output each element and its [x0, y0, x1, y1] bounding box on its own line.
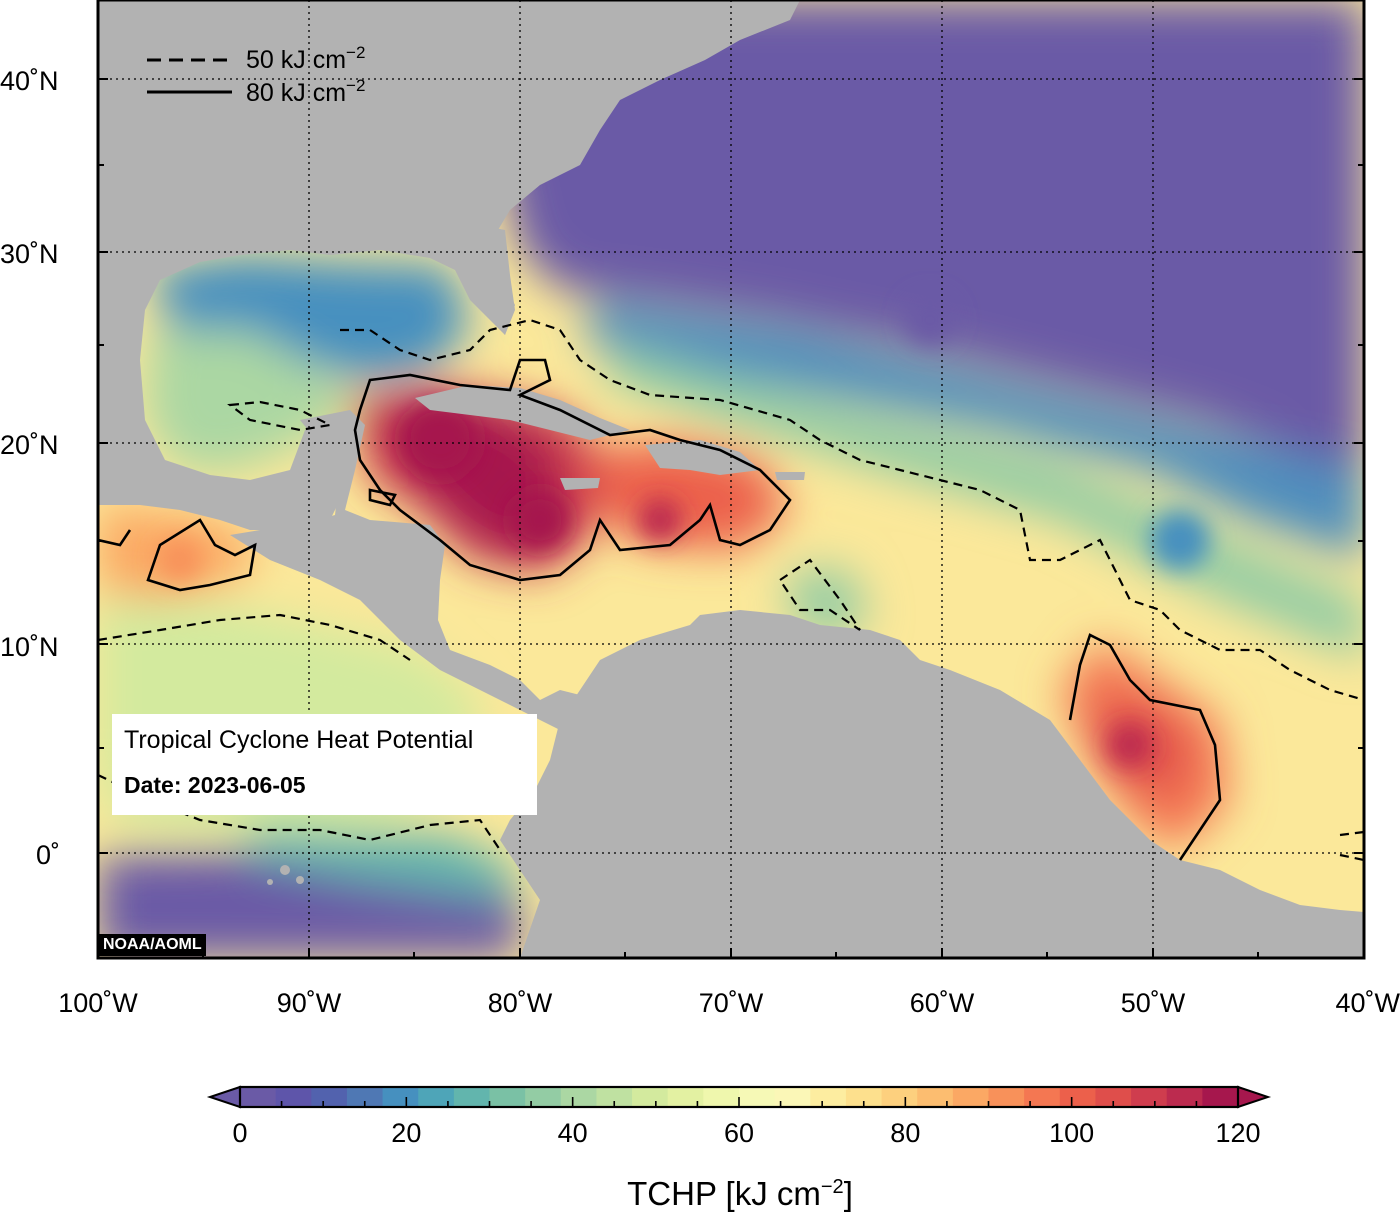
colorbar-cell — [881, 1087, 918, 1107]
lon-label-40w: 40˚W — [1335, 988, 1400, 1018]
colorbar-ticks: 0 20 40 60 80 100 120 — [232, 1097, 1261, 1148]
land — [98, 0, 1364, 958]
colorbar-cell — [240, 1087, 277, 1107]
date-value: 2023-06-05 — [187, 772, 306, 798]
colorbar-title: TCHP [kJ cm−2] — [0, 1175, 1400, 1213]
lon-label-60w: 60˚W — [910, 988, 975, 1018]
colorbar-tick-label: 100 — [1049, 1118, 1094, 1148]
lat-labels: 40˚N 30˚N 20˚N 10˚N 0˚ — [0, 66, 60, 870]
map-title: Tropical Cyclone Heat Potential — [124, 726, 474, 754]
colorbar-cell — [810, 1087, 847, 1107]
colorbar-cell — [1095, 1087, 1132, 1107]
colorbar-cell — [988, 1087, 1025, 1107]
colorbar-cell — [1166, 1087, 1203, 1107]
colorbar-tick-label: 20 — [391, 1118, 421, 1148]
colorbar-high-arrow — [1237, 1085, 1272, 1109]
legend-dashed-label: 50 kJ cm−2 — [246, 43, 365, 74]
lat-label-20n: 20˚N — [0, 430, 59, 460]
lon-label-90w: 90˚W — [277, 988, 342, 1018]
colorbar-cell — [667, 1087, 704, 1107]
colorbar-cell — [560, 1087, 598, 1107]
colorbar-cell — [418, 1087, 455, 1107]
colorbar-tick-label: 120 — [1215, 1118, 1260, 1148]
colorbar-tick-label: 40 — [558, 1118, 588, 1148]
lon-label-80w: 80˚W — [488, 988, 553, 1018]
colorbar-cell — [275, 1087, 312, 1107]
title-box: Tropical Cyclone Heat Potential Date: 20… — [112, 714, 537, 815]
contour-legend: 50 kJ cm−2 80 kJ cm−2 — [147, 43, 365, 107]
colorbar-cell — [346, 1087, 384, 1107]
colorbar-cell — [739, 1087, 776, 1107]
colorbar-cell — [774, 1087, 811, 1107]
colorbar-cell — [1202, 1087, 1239, 1107]
colorbar-low-arrow — [206, 1085, 241, 1109]
colorbar-cell — [845, 1087, 883, 1107]
lat-label-40n: 40˚N — [0, 66, 59, 96]
colorbar-tick-label: 0 — [232, 1118, 247, 1148]
colorbar-title-text: TCHP [kJ cm — [627, 1175, 821, 1212]
lon-labels: 100˚W 90˚W 80˚W 70˚W 60˚W 50˚W 40˚W — [58, 988, 1400, 1018]
lat-label-0: 0˚ — [36, 840, 60, 870]
colorbar-cell — [525, 1087, 562, 1107]
credit-badge: NOAA/AOML — [99, 934, 206, 956]
contour-80 — [98, 358, 1222, 861]
heat-field-detail — [158, 295, 1210, 767]
colorbar-title-sup: −2 — [820, 1176, 844, 1198]
colorbar-cell — [952, 1087, 990, 1107]
map-date: Date: 2023-06-05 — [124, 772, 537, 799]
colorbar-tick-label: 60 — [724, 1118, 754, 1148]
colorbar-cell — [1024, 1087, 1061, 1107]
colorbar: 0 20 40 60 80 100 120 — [206, 1085, 1272, 1148]
lat-label-10n: 10˚N — [0, 632, 59, 662]
colorbar-cell — [489, 1087, 526, 1107]
lat-label-30n: 30˚N — [0, 239, 59, 269]
colorbar-title-end: ] — [843, 1175, 853, 1212]
lon-label-70w: 70˚W — [699, 988, 764, 1018]
legend-solid-label: 80 kJ cm−2 — [246, 76, 365, 107]
colorbar-cell — [453, 1087, 491, 1107]
colorbar-cell — [311, 1087, 348, 1107]
colorbar-cell — [632, 1087, 669, 1107]
lon-label-100w: 100˚W — [58, 988, 138, 1018]
colorbar-cell — [703, 1087, 740, 1107]
colorbar-cell — [1131, 1087, 1168, 1107]
colorbar-cells — [240, 1087, 1239, 1107]
colorbar-tick-label: 80 — [890, 1118, 920, 1148]
date-label: Date: — [124, 772, 182, 798]
colorbar-cell — [382, 1087, 419, 1107]
colorbar-cell — [917, 1087, 954, 1107]
colorbar-cell — [1059, 1087, 1097, 1107]
lon-label-50w: 50˚W — [1121, 988, 1186, 1018]
colorbar-cell — [596, 1087, 633, 1107]
